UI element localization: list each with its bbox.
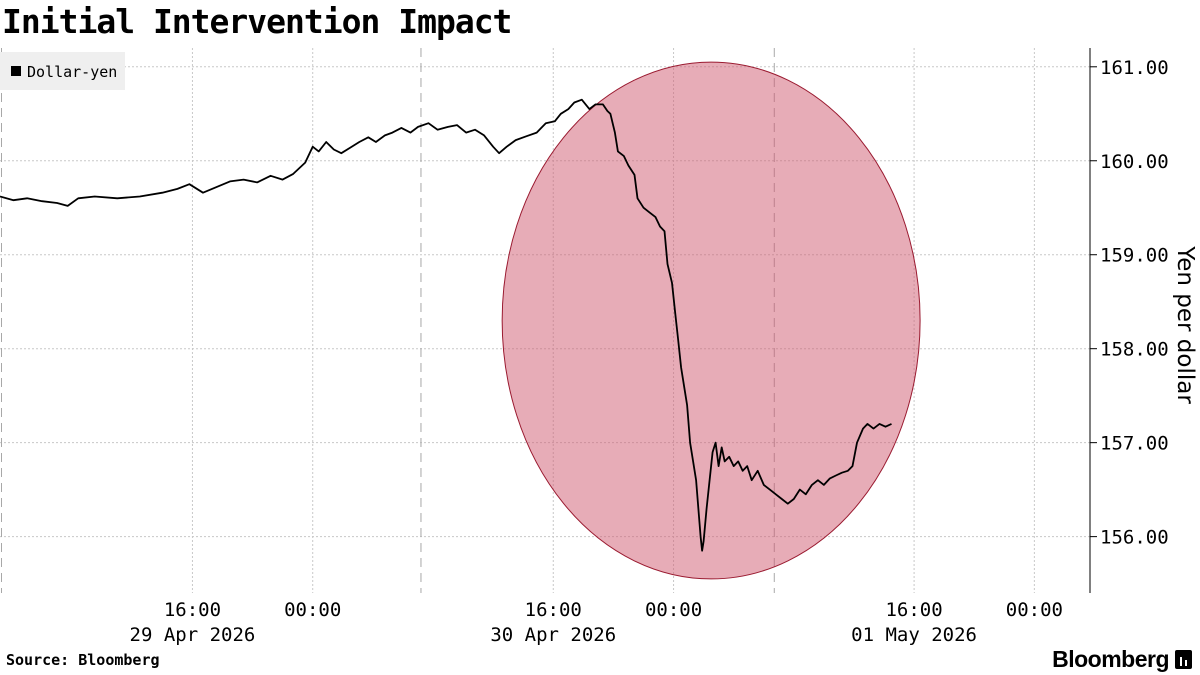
axis-layer: 161.00 160.00 159.00 158.00 157.00 156.00 16:0…: [130, 48, 1169, 646]
y-tick-label: 158.00: [1100, 339, 1169, 361]
y-tick-label: 156.00: [1100, 527, 1169, 549]
chart-title: Initial Intervention Impact: [2, 2, 512, 41]
x-tick-time: 00:00: [284, 599, 341, 621]
x-tick-time: 16:00: [885, 599, 942, 621]
y-tick-label: 157.00: [1100, 433, 1169, 455]
brand: Bloomberg: [1052, 646, 1192, 673]
legend-swatch: [11, 66, 21, 76]
y-tick-label: 159.00: [1100, 245, 1169, 267]
line-layer: [0, 98, 892, 552]
x-tick-time: 16:00: [525, 599, 582, 621]
x-tick-date: 29 Apr 2026: [130, 624, 256, 646]
legend-label: Dollar-yen: [27, 63, 117, 81]
y-tick-label: 161.00: [1100, 57, 1169, 79]
series-line-dollar-yen: [0, 98, 892, 552]
legend: Dollar-yen: [0, 52, 125, 90]
x-tick-time: 16:00: [164, 599, 221, 621]
y-tick-label: 160.00: [1100, 151, 1169, 173]
highlight-ellipse: [501, 61, 921, 580]
bloomberg-terminal-icon: [1175, 650, 1192, 669]
x-tick-time: 00:00: [1006, 599, 1063, 621]
x-tick-time: 00:00: [645, 599, 702, 621]
brand-name: Bloomberg: [1052, 646, 1169, 672]
source-note: Source: Bloomberg: [6, 651, 160, 669]
y-axis-label: Yen per dollar: [1172, 245, 1198, 404]
highlight-layer: [501, 61, 921, 580]
x-tick-date: 30 Apr 2026: [490, 624, 616, 646]
x-tick-date: 01 May 2026: [851, 624, 977, 646]
